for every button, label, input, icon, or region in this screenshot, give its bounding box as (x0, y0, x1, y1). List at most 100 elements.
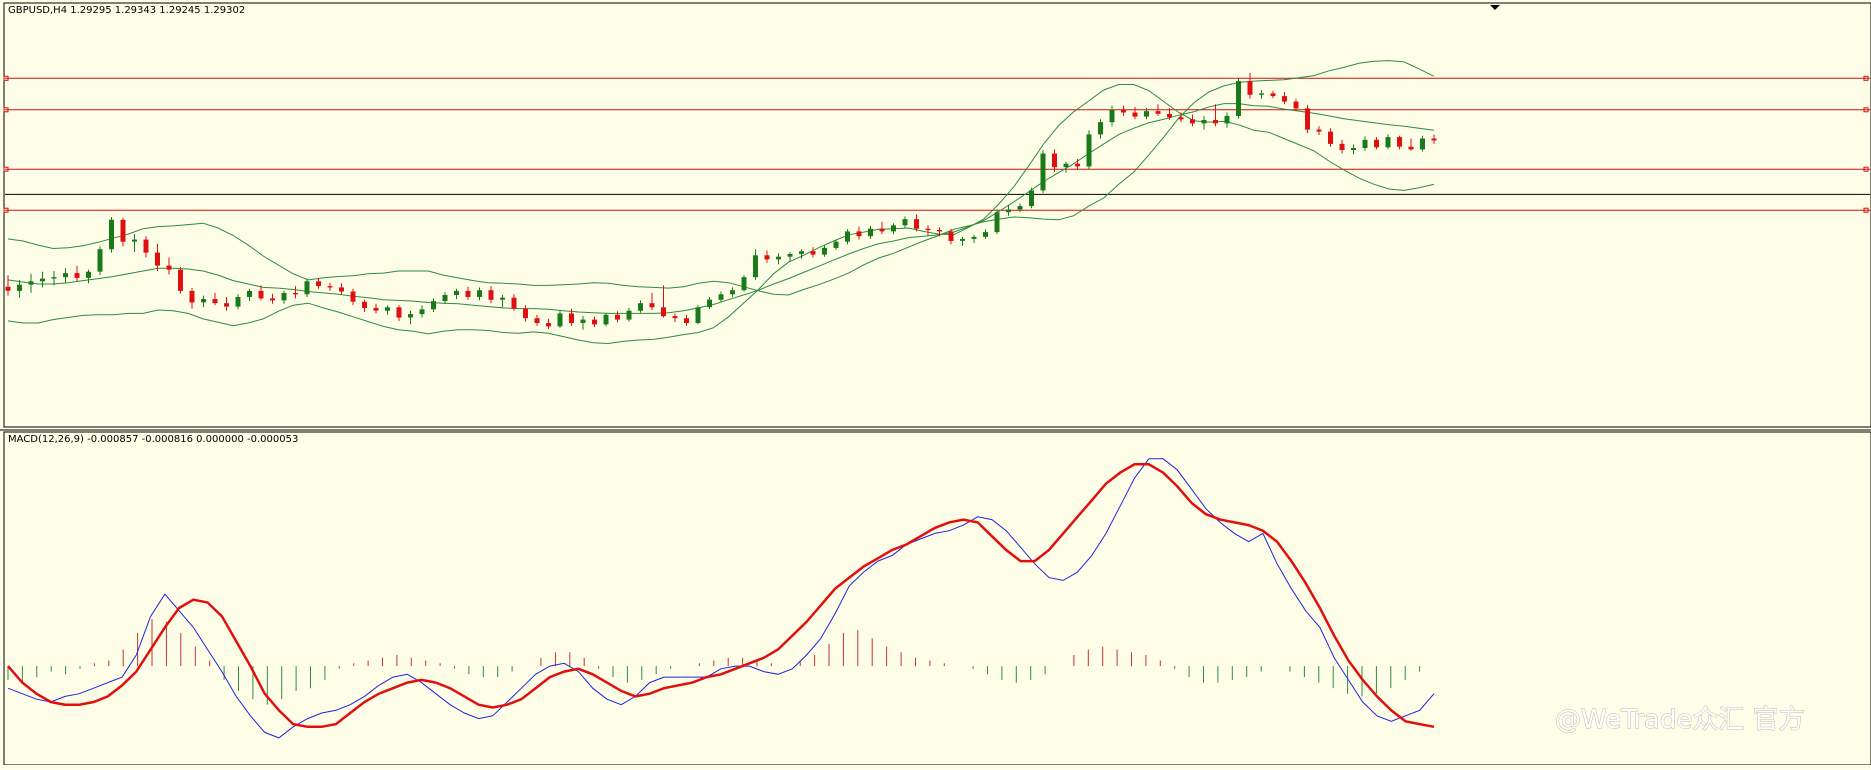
candle-body (281, 292, 287, 301)
candle-body (339, 287, 344, 292)
candle-body (948, 231, 954, 241)
candle-body (247, 290, 252, 297)
candle-body (1190, 119, 1195, 124)
candle-body (201, 299, 206, 303)
macd-line (7, 458, 1435, 739)
candle-body (1385, 137, 1391, 148)
candle-body (661, 307, 666, 317)
candle-body (799, 251, 804, 254)
candle-body (557, 313, 563, 327)
candle-body (776, 256, 781, 260)
candle-body (1029, 190, 1034, 207)
candle-body (1259, 93, 1264, 95)
candle-body (1063, 163, 1069, 168)
candle-body (178, 269, 183, 291)
candle-body (569, 313, 574, 323)
candle-body (477, 290, 482, 297)
candle-body (143, 239, 149, 253)
candle-body (316, 281, 321, 287)
candle-body (684, 318, 689, 323)
candle-body (1109, 109, 1115, 123)
candle-body (868, 228, 873, 237)
candle-body (822, 247, 827, 255)
candle-body (40, 278, 45, 282)
candle-body (603, 314, 609, 325)
candle-body (258, 290, 264, 299)
candle-body (649, 303, 655, 308)
candle-body (1201, 120, 1207, 124)
candle-body (1132, 112, 1138, 117)
candle-body (86, 271, 91, 278)
candle-body (764, 255, 770, 260)
candle-body (937, 230, 942, 232)
candle-body (166, 265, 172, 270)
candle-body (672, 316, 678, 319)
candle-body (304, 281, 310, 295)
level-handle-right-4 (1863, 207, 1869, 213)
candle-body (1167, 113, 1172, 118)
candle-body (1293, 101, 1299, 109)
candle-body (1121, 109, 1126, 113)
candle-body (1420, 138, 1425, 150)
candle-body (189, 290, 195, 303)
candle-body (120, 219, 126, 242)
candle-body (994, 212, 1000, 233)
candle-body (580, 319, 586, 323)
candle-body (511, 297, 517, 309)
level-handle-left-4 (3, 207, 9, 213)
candle-body (707, 299, 712, 308)
candle-body (97, 249, 103, 272)
candle-body (1236, 81, 1241, 116)
candle-body (638, 303, 643, 311)
candle-body (454, 290, 459, 295)
candle-body (1144, 111, 1149, 117)
candle-body (442, 295, 448, 302)
candle-body (1040, 153, 1046, 191)
candle-body (1328, 131, 1333, 144)
chart-shift-marker-icon[interactable] (1490, 5, 1500, 10)
candle-body (488, 290, 494, 300)
candle-body (1178, 117, 1184, 120)
level-handle-right-2 (1863, 107, 1869, 113)
candle-body (1374, 139, 1379, 148)
macd-header: MACD(12,26,9) -0.000857 -0.000816 0.0000… (8, 434, 298, 445)
candle-body (1086, 134, 1092, 167)
candle-body (362, 301, 367, 308)
candle-body (1270, 93, 1276, 97)
bollinger-upper (7, 60, 1435, 296)
candle-body (373, 307, 379, 311)
candle-body (396, 307, 402, 318)
candle-body (1282, 96, 1287, 102)
candle-body (1006, 209, 1011, 213)
candle-body (1155, 111, 1161, 114)
watermark: @WeTrade众汇 官方 (1555, 705, 1805, 735)
level-handle-left-1 (3, 75, 9, 81)
candle-body (902, 219, 908, 226)
candle-body (810, 251, 816, 255)
candle-body (350, 291, 356, 302)
level-handle-right-1 (1863, 75, 1869, 81)
candle-body (523, 308, 528, 319)
signal-line (7, 463, 1435, 729)
price-panel[interactable]: GBPUSD,H4 1.29295 1.29343 1.29245 1.2930… (3, 2, 1871, 428)
candle-body (235, 297, 241, 307)
macd-histogram (7, 619, 1421, 705)
candle-body (626, 310, 632, 320)
candle-body (1213, 120, 1218, 124)
horizontal-levels (3, 75, 1870, 213)
candle-body (730, 290, 735, 295)
candle-body (51, 277, 57, 279)
candle-body (971, 236, 977, 239)
candle-body (385, 307, 390, 311)
candle-body (1431, 138, 1437, 141)
candle-body (1075, 163, 1080, 167)
candle-body (879, 228, 885, 232)
level-handle-right-3 (1863, 166, 1869, 172)
candle-body (753, 255, 758, 278)
candle-body (1247, 81, 1253, 95)
bollinger-middle (7, 103, 1435, 314)
candle-body (1362, 139, 1368, 148)
